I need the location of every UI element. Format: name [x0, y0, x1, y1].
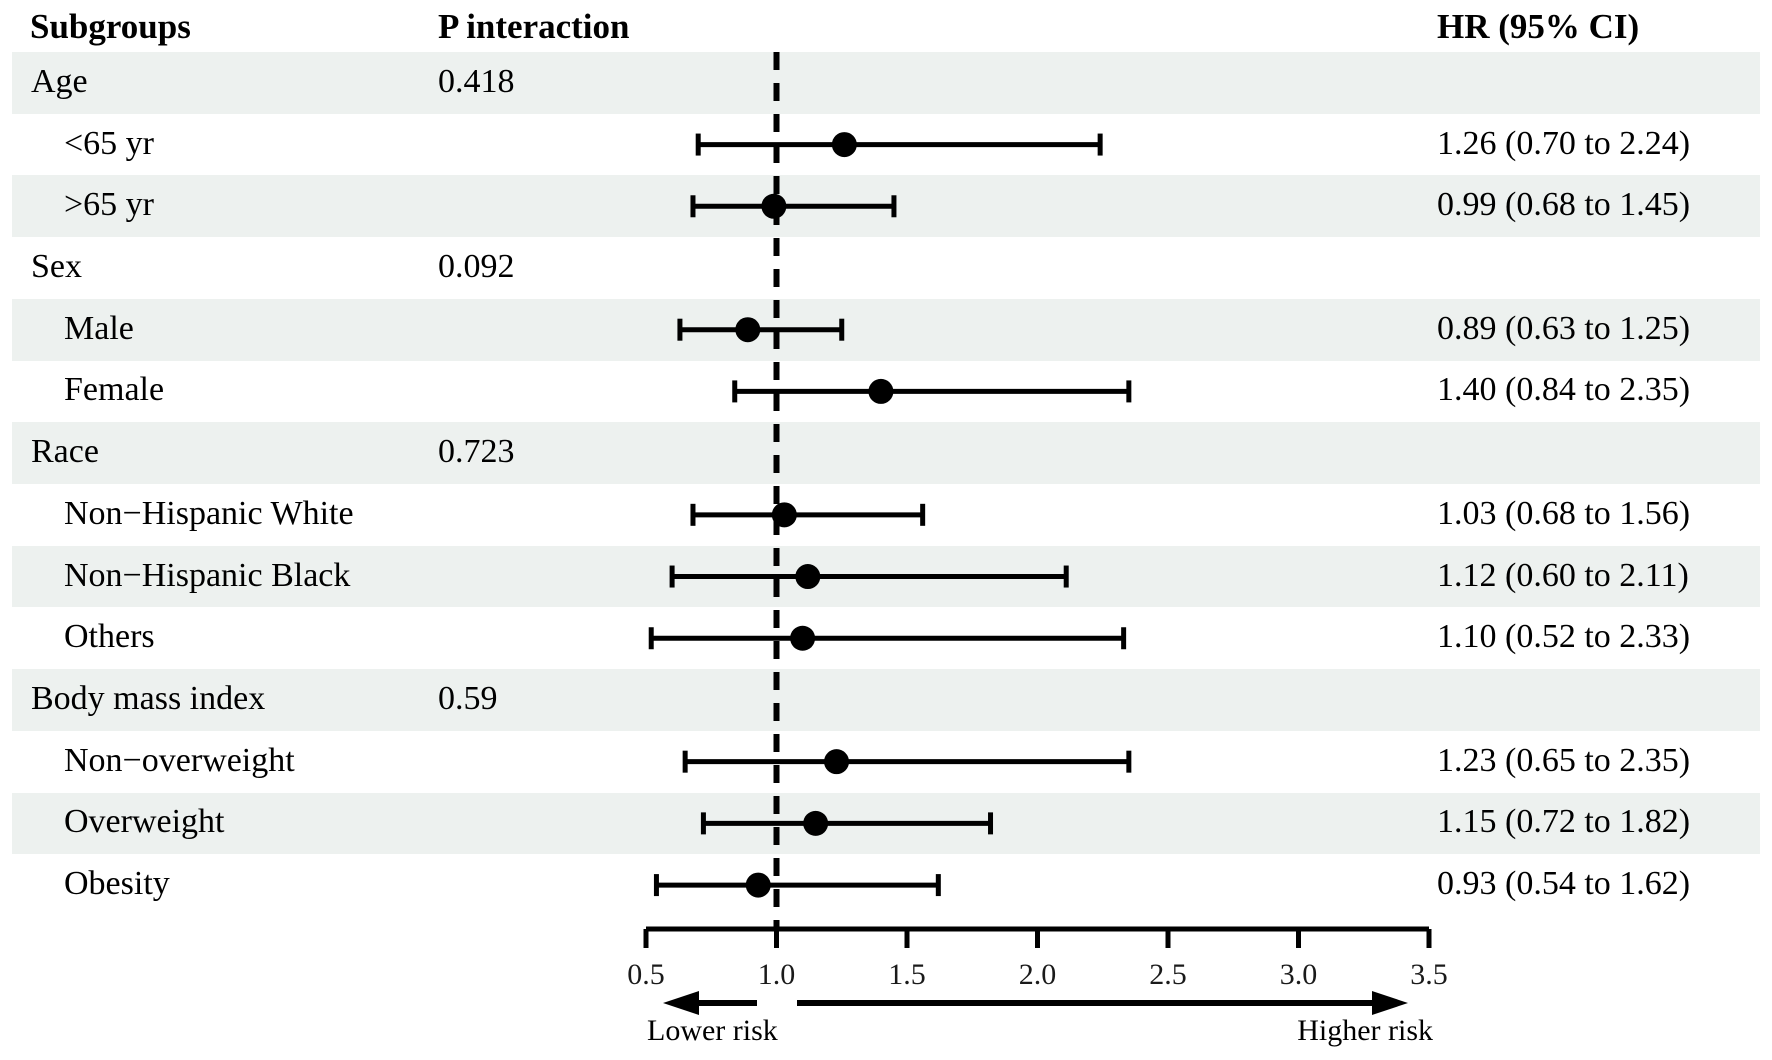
hr-ci-value: 0.93 (0.54 to 1.62)	[1437, 865, 1691, 903]
hr-ci-value: 1.26 (0.70 to 2.24)	[1437, 124, 1691, 162]
row-label: Non−overweight	[64, 741, 295, 779]
table-row: Sex 0.092	[12, 237, 1760, 299]
hr-ci-value: 1.03 (0.68 to 1.56)	[1437, 495, 1691, 533]
p-interaction-value: 0.723	[438, 433, 515, 471]
table-row: Non−overweight 1.23 (0.65 to 2.35)	[12, 731, 1760, 793]
row-label: Female	[64, 371, 165, 409]
table-row: Female 1.40 (0.84 to 2.35)	[12, 361, 1760, 423]
row-label: Body mass index	[31, 680, 266, 718]
row-label: Non−Hispanic Black	[64, 556, 351, 594]
hr-ci-value: 1.12 (0.60 to 2.11)	[1437, 556, 1689, 594]
table-row: Others 1.10 (0.52 to 2.33)	[12, 607, 1760, 669]
table-row: Non−Hispanic Black 1.12 (0.60 to 2.11)	[12, 545, 1760, 608]
hr-ci-value: 1.10 (0.52 to 2.33)	[1437, 618, 1691, 656]
row-label: Others	[64, 618, 155, 656]
higher-risk-label: Higher risk	[1297, 1014, 1433, 1047]
p-interaction-value: 0.418	[438, 63, 515, 101]
table-row: >65 yr 0.99 (0.68 to 1.45)	[12, 175, 1760, 238]
column-header-p-interaction: P interaction	[438, 7, 630, 46]
hr-ci-value: 1.23 (0.65 to 2.35)	[1437, 741, 1691, 779]
row-label: <65 yr	[64, 124, 154, 162]
column-header-hr-ci: HR (95% CI)	[1437, 7, 1640, 46]
hr-ci-value: 0.89 (0.63 to 1.25)	[1437, 309, 1691, 347]
table-row: Obesity 0.93 (0.54 to 1.62)	[12, 854, 1760, 916]
table-row: Male 0.89 (0.63 to 1.25)	[12, 298, 1760, 361]
row-label: Sex	[31, 248, 82, 286]
row-label: >65 yr	[64, 186, 154, 224]
row-label: Race	[31, 433, 99, 471]
hr-ci-value: 1.40 (0.84 to 2.35)	[1437, 371, 1691, 409]
p-interaction-value: 0.092	[438, 248, 515, 286]
p-interaction-value: 0.59	[438, 680, 498, 718]
table-row: <65 yr 1.26 (0.70 to 2.24)	[12, 114, 1760, 176]
table-row: Race 0.723	[12, 422, 1760, 484]
hr-ci-value: 0.99 (0.68 to 1.45)	[1437, 186, 1691, 224]
row-label: Obesity	[64, 865, 170, 903]
lower-risk-label: Lower risk	[647, 1014, 778, 1047]
table-row: Age 0.418	[12, 52, 1760, 114]
row-label: Overweight	[64, 803, 225, 841]
hr-ci-value: 1.15 (0.72 to 1.82)	[1437, 803, 1691, 841]
table-row: Body mass index 0.59	[12, 669, 1760, 731]
row-label: Male	[64, 309, 134, 347]
table-row: Non−Hispanic White 1.03 (0.68 to 1.56)	[12, 484, 1760, 546]
table-row: Overweight 1.15 (0.72 to 1.82)	[12, 792, 1760, 855]
row-label: Non−Hispanic White	[64, 495, 354, 533]
row-label: Age	[31, 63, 88, 101]
column-header-subgroups: Subgroups	[30, 7, 191, 46]
